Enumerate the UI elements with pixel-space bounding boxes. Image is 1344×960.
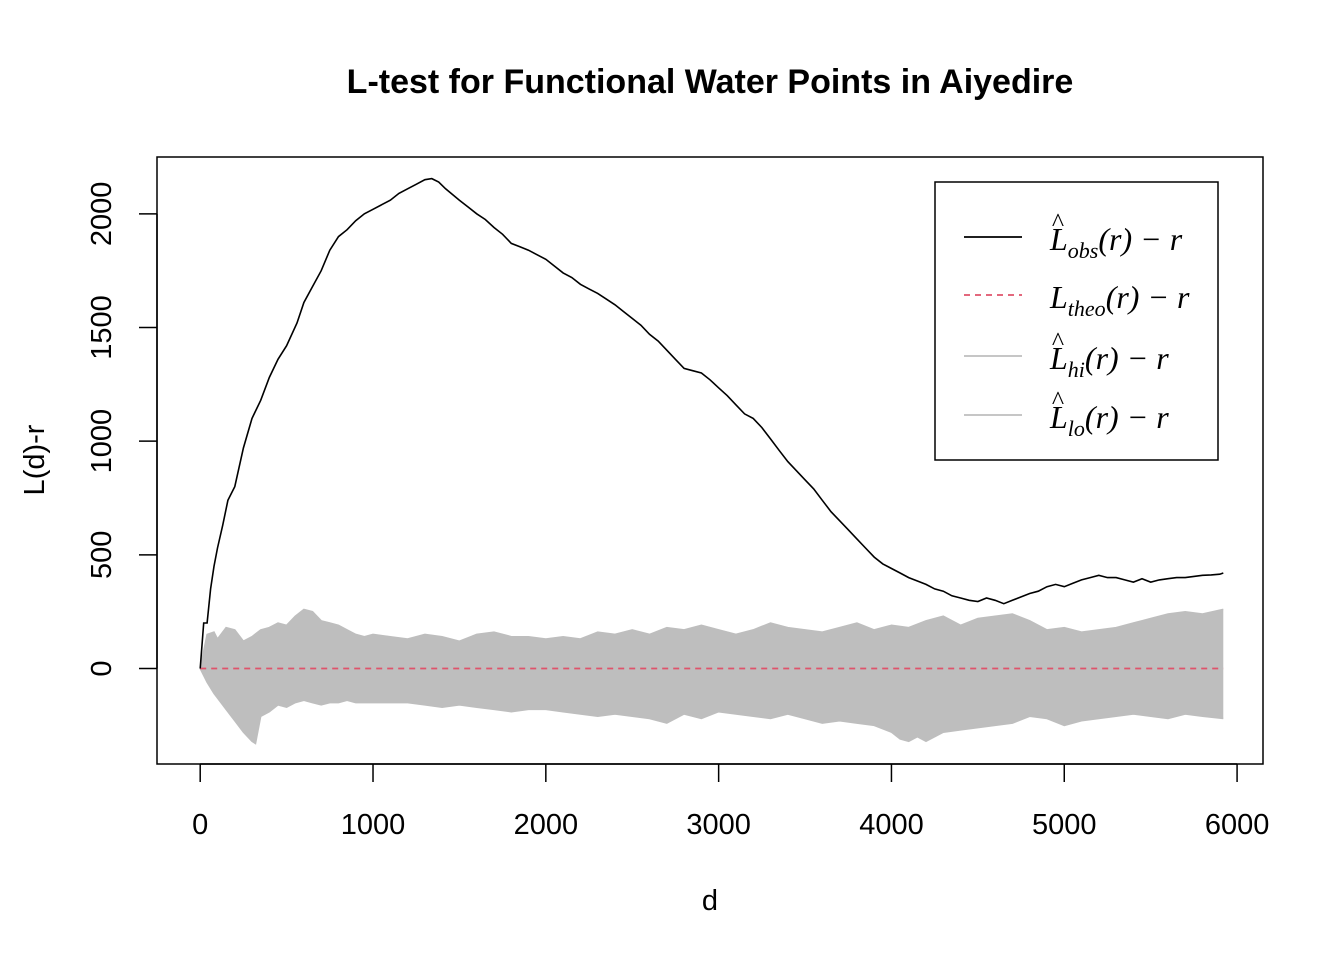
x-axis: 0 1000 2000 3000 4000 5000 6000 xyxy=(192,763,1270,841)
y-tick-label: 500 xyxy=(86,531,118,579)
y-tick-label: 1000 xyxy=(86,409,118,474)
y-axis-label: L(d)-r xyxy=(19,424,51,495)
envelope-band xyxy=(200,609,1224,744)
plot-area xyxy=(199,177,1224,745)
legend-hat-lo: ^ xyxy=(1052,386,1064,415)
legend-box xyxy=(934,181,1219,461)
legend-label-obs: Lobs(r) − r xyxy=(1049,221,1183,263)
y-tick-label: 2000 xyxy=(86,182,118,247)
legend-label-lo: Llo(r) − r xyxy=(1049,399,1169,441)
legend-hat-obs: ^ xyxy=(1052,208,1064,237)
y-axis: 0 500 1000 1500 2000 xyxy=(86,182,158,677)
legend-label-theo: Ltheo(r) − r xyxy=(1049,279,1190,321)
y-tick-label: 0 xyxy=(86,660,118,676)
x-axis-label: d xyxy=(702,885,718,917)
series-lo-line xyxy=(199,668,1224,745)
legend-label-hi: Lhi(r) − r xyxy=(1049,340,1169,382)
x-tick-label: 0 xyxy=(192,809,208,841)
legend-hat-hi: ^ xyxy=(1052,327,1064,356)
series-obs-line xyxy=(199,177,1224,669)
x-tick-label: 5000 xyxy=(1032,809,1097,841)
x-tick-label: 3000 xyxy=(686,809,751,841)
x-tick-label: 6000 xyxy=(1205,809,1270,841)
x-tick-label: 2000 xyxy=(514,809,579,841)
x-tick-label: 4000 xyxy=(859,809,924,841)
series-hi-line xyxy=(199,608,1224,669)
chart-title: L-test for Functional Water Points in Ai… xyxy=(347,63,1074,101)
x-tick-label: 1000 xyxy=(341,809,406,841)
y-tick-label: 1500 xyxy=(86,295,118,360)
